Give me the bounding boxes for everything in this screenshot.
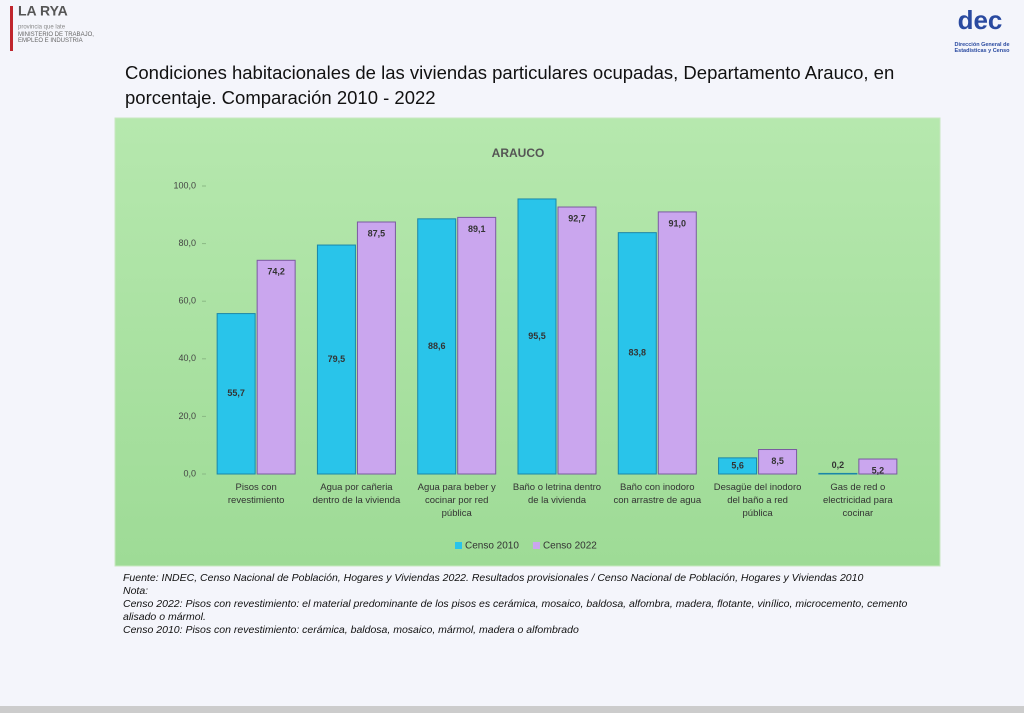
note-line: Censo 2022: Pisos con revestimiento: el …: [123, 598, 908, 623]
legend-label: Censo 2010: [465, 541, 519, 552]
bar: [617, 232, 657, 475]
ministry: MINISTERIO DE TRABAJO, EMPLEO E INDUSTRI…: [18, 32, 94, 44]
data-label: 83,8: [629, 348, 647, 358]
right-logo: dec: [958, 5, 1003, 35]
logo-text: provincia que late: [18, 25, 66, 31]
notes: Fuente: INDEC, Censo Nacional de Poblaci…: [123, 572, 943, 637]
data-label: 91,0: [669, 218, 687, 228]
x-tick-label: Agua para beber y cocinar por red públic…: [417, 482, 496, 519]
bar: [256, 259, 296, 475]
x-tick-label: Baño con inodoro con arrastre de agua: [613, 482, 702, 506]
y-tick-label: 0,0: [183, 468, 196, 478]
bar: [758, 449, 798, 475]
data-label: 5,2: [872, 465, 885, 475]
y-tick-label: 60,0: [178, 296, 196, 306]
data-label: 79,5: [328, 354, 346, 364]
logo-mark: LA RYA: [18, 3, 68, 19]
data-label: 5,6: [731, 460, 744, 470]
bar: [316, 244, 356, 475]
x-tick-label: Desagüe del inodoro del baño a red públi…: [713, 482, 802, 519]
legend-swatch: [455, 542, 462, 549]
bar: [517, 198, 557, 475]
title: Condiciones habitacionales de las vivien…: [125, 62, 895, 108]
y-tick-label: 40,0: [178, 353, 196, 363]
legend-label: Censo 2022: [543, 541, 597, 552]
data-label: 92,7: [568, 213, 586, 223]
y-tick-label: 20,0: [178, 411, 196, 421]
y-tick-label: 100,0: [173, 180, 196, 190]
y-tick-label: 80,0: [178, 238, 196, 248]
data-label: 89,1: [468, 224, 486, 234]
x-tick-label: Agua por cañeria dentro de la vivienda: [312, 482, 401, 506]
legend-swatch: [532, 542, 540, 549]
data-label: 55,7: [227, 388, 245, 398]
bar: [557, 206, 597, 475]
data-label: 87,5: [368, 228, 386, 238]
bar: [718, 457, 758, 475]
bar: [818, 472, 858, 475]
logo-bar: [10, 6, 13, 51]
bar: [417, 218, 457, 475]
note-line: Censo 2010: Pisos con revestimiento: cer…: [123, 624, 579, 636]
bar: [858, 458, 898, 475]
bar: [356, 221, 396, 475]
bar: [457, 216, 497, 475]
data-label: 8,5: [771, 456, 784, 466]
bottom-bar: [0, 706, 1024, 713]
bar: [657, 211, 697, 475]
bar: [216, 313, 256, 475]
data-label: 0,2: [832, 460, 845, 470]
right-logo-caption: Dirección General de Estadísticas y Cens…: [954, 42, 1010, 54]
x-tick-label: Baño o letrina dentro de la vivienda: [512, 482, 602, 506]
data-label: 74,2: [267, 267, 285, 277]
data-label: 88,6: [428, 341, 446, 351]
data-label: 95,5: [528, 331, 546, 341]
x-tick-label: Pisos con revestimiento: [227, 482, 285, 506]
chart-subtitle: ARAUCO: [492, 146, 545, 160]
x-tick-label: Gas de red o electricidad para cocinar: [822, 482, 893, 519]
note-line: Nota:: [123, 585, 149, 597]
note-line: Fuente: INDEC, Censo Nacional de Poblaci…: [123, 572, 864, 584]
